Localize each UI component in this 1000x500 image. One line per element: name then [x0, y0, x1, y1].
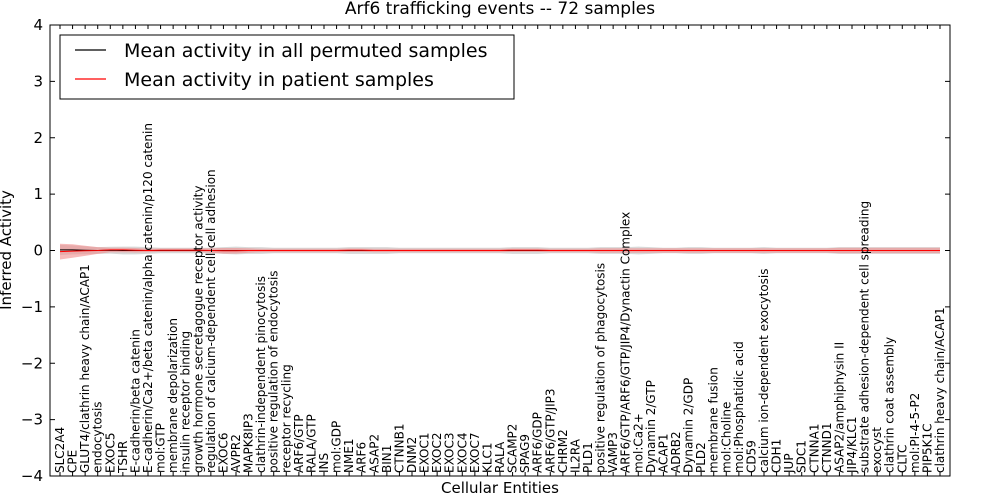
x-tick-label: clathrin-independent pinocytosis: [254, 276, 268, 473]
x-tick-label: exocyst: [870, 427, 884, 473]
x-tick-label: PLD2: [694, 442, 708, 473]
legend: Mean activity in all permuted samples Me…: [59, 34, 515, 100]
x-tick-label: ASAP2: [367, 434, 381, 473]
x-tick-label: CDH1: [770, 439, 784, 473]
x-tick-label: SCAMP2: [506, 424, 520, 473]
legend-box: [59, 34, 515, 100]
x-tick-label: clathrin heavy chain/ACAP1: [933, 307, 947, 473]
x-tick-label: EXOC3: [443, 433, 457, 474]
x-tick-label: E-cadherin/Ca2+/beta catenin/alpha caten…: [141, 123, 155, 473]
x-tick-label: regulation of calcium-dependent cell-cel…: [204, 169, 218, 473]
x-tick-label: EXOC4: [455, 433, 469, 474]
x-tick-label: positive regulation of phagocytosis: [594, 263, 608, 473]
x-tick-label: RALA/GTP: [304, 414, 318, 473]
x-tick-label: CTNNB1: [392, 423, 406, 473]
x-tick-label: mol:Choline: [719, 402, 733, 473]
x-tick-label: ADRB2: [669, 431, 683, 473]
x-tick-label: substrate adhesion-dependent cell spread…: [858, 201, 872, 473]
x-tick-label: receptor recycling: [279, 364, 293, 473]
x-tick-label: ASAP2/amphiphysin II: [832, 342, 846, 473]
line-series-1: [59, 249, 940, 253]
x-tick-label: ARF6/GTP/ARF6/GTP/JIP4/Dynactin Complex: [619, 212, 633, 473]
x-tick-label: PLD1: [581, 442, 595, 473]
y-tick-label: 0: [33, 242, 43, 260]
x-tick-label: VAMP3: [606, 432, 620, 473]
x-tick-label: insulin receptor binding: [179, 331, 193, 473]
x-tick-label: mol:GTP: [154, 423, 168, 473]
x-tick-label: CLTC: [895, 445, 909, 473]
x-tick-label: mol:PI-4-5-P2: [908, 393, 922, 473]
x-tick-label: INS: [317, 453, 331, 473]
x-tick-label: ARF6: [355, 442, 369, 473]
x-tick-label: clathrin coat assembly: [883, 337, 897, 473]
x-tick-label: NME1: [342, 438, 356, 473]
band-series-1: [60, 243, 940, 260]
y-tick-label: 2: [33, 129, 43, 147]
x-tick-label: ARF6/GTP/JIP3: [543, 388, 557, 473]
x-tick-label: Dynamin 2/GDP: [682, 378, 696, 473]
x-tick-label: calcium ion-dependent exocytosis: [757, 269, 771, 474]
x-tick-label: KLC1: [480, 442, 494, 473]
x-tick-label: Dynamin 2/GTP: [644, 380, 658, 473]
y-tick-label: 1: [33, 185, 43, 203]
x-tick-label: EXOC6: [216, 433, 230, 474]
x-tick-label: CD59: [744, 440, 758, 473]
x-tick-label: GLUT4/clathrin heavy chain/ACAP1: [78, 264, 92, 473]
x-tick-label: mol:GDP: [330, 421, 344, 473]
y-tick-label: −1: [21, 298, 43, 316]
y-tick-label: 4: [33, 16, 43, 34]
x-tick-label: MAPK8IP3: [242, 413, 256, 473]
x-tick-label: EXOC5: [103, 433, 117, 474]
x-tick-label: membrane fusion: [707, 367, 721, 473]
x-tick-label: TSHR: [116, 441, 130, 474]
x-tick-label: SDC1: [795, 440, 809, 473]
y-tick-label: −3: [21, 411, 43, 429]
x-tick-label: IL2RA: [568, 438, 582, 473]
y-axis-label: Inferred Activity: [0, 190, 15, 310]
x-tick-label: CHRM2: [556, 429, 570, 473]
x-tick-label: ACAP1: [656, 434, 670, 473]
x-tick-label: PIP5K1C: [920, 423, 934, 473]
x-tick-label: JUP: [782, 453, 796, 474]
x-tick-label: ARF6/GTP: [292, 414, 306, 473]
x-tick-label: EXOC2: [430, 433, 444, 474]
x-tick-label: DNM2: [405, 437, 419, 473]
x-tick-label: ARF6/GDP: [531, 412, 545, 473]
y-tick-label: −2: [21, 354, 43, 372]
x-tick-label: membrane depolarization: [166, 318, 180, 473]
x-tick-label: EXOC7: [468, 433, 482, 474]
x-tick-label: JIP4/KLC1: [845, 416, 859, 474]
x-tick-label: BIN1: [380, 445, 394, 473]
x-tick-label: mol:Ca2+: [631, 413, 645, 473]
x-tick-label: E-cadherin/beta catenin: [128, 329, 142, 473]
x-tick-label: CTNNA1: [807, 423, 821, 473]
confidence-bands: [60, 243, 940, 260]
x-tick-label: endocytosis: [91, 401, 105, 473]
y-tick-label: 3: [33, 72, 43, 90]
legend-label-patient: Mean activity in patient samples: [124, 69, 434, 91]
x-axis-label: Cellular Entities: [441, 479, 559, 497]
x-tick-label: positive regulation of endocytosis: [267, 270, 281, 473]
x-tick-label: CPE: [66, 450, 80, 473]
x-tick-label: growth hormone secretagogue receptor act…: [191, 186, 205, 473]
x-tick-label: AVPR2: [229, 434, 243, 473]
x-tick-label: RALA: [493, 441, 507, 473]
x-tick-label: CTNND1: [820, 422, 834, 473]
legend-label-permuted: Mean activity in all permuted samples: [124, 40, 487, 62]
x-tick-label: EXOC1: [418, 433, 432, 474]
y-tick-label: −4: [21, 467, 43, 485]
x-tick-label: mol:Phosphatidic acid: [732, 341, 746, 473]
series-lines: [59, 249, 940, 253]
x-tick-label: SLC2A4: [53, 427, 67, 473]
chart-title: Arf6 trafficking events -- 72 samples: [345, 0, 655, 19]
y-axis: −4 −3 −2 −1 0 1 2 3 4: [21, 16, 950, 485]
x-tick-label: SPAG9: [518, 434, 532, 473]
